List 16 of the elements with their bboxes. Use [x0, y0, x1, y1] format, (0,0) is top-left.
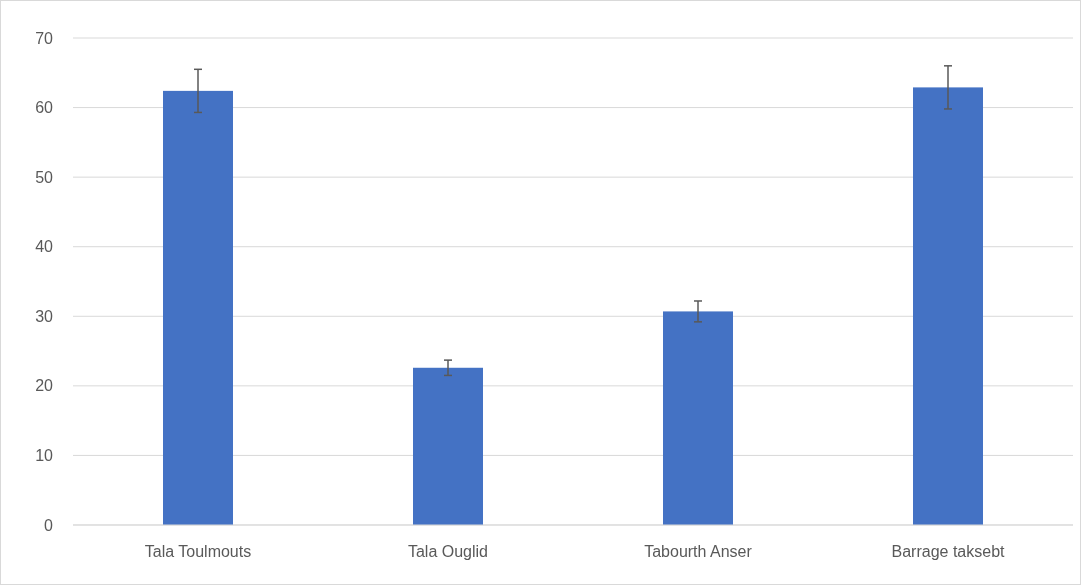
x-tick-label: Tala Ouglid [407, 543, 489, 560]
y-tick-label: 30 [35, 307, 54, 325]
y-tick-label: 40 [35, 238, 54, 256]
x-tick-label: Barrage taksebt [891, 543, 1006, 560]
bar [413, 367, 483, 525]
y-tick-label: 70 [35, 29, 54, 47]
x-tick-label: Tabourth Anser [644, 543, 753, 560]
bar [163, 90, 233, 525]
y-tick-label: 50 [35, 168, 54, 186]
bar [663, 311, 733, 525]
y-tick-label: 20 [35, 377, 54, 395]
bar [913, 87, 983, 525]
y-tick-label: 0 [44, 516, 54, 534]
x-tick-label: Tala Toulmouts [144, 543, 252, 560]
y-tick-label: 10 [35, 447, 54, 465]
y-tick-label: 60 [35, 99, 54, 117]
